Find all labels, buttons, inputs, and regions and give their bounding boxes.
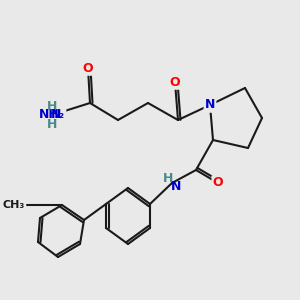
Text: CH₃: CH₃ <box>3 200 25 210</box>
Text: O: O <box>213 176 223 190</box>
Text: N: N <box>51 109 61 122</box>
Text: H: H <box>47 118 57 131</box>
Text: O: O <box>83 61 93 74</box>
Text: N: N <box>205 98 215 112</box>
Text: H: H <box>47 100 57 113</box>
Text: O: O <box>170 76 180 88</box>
Text: NH₂: NH₂ <box>39 109 65 122</box>
Text: N: N <box>171 181 181 194</box>
Text: H: H <box>163 172 173 184</box>
